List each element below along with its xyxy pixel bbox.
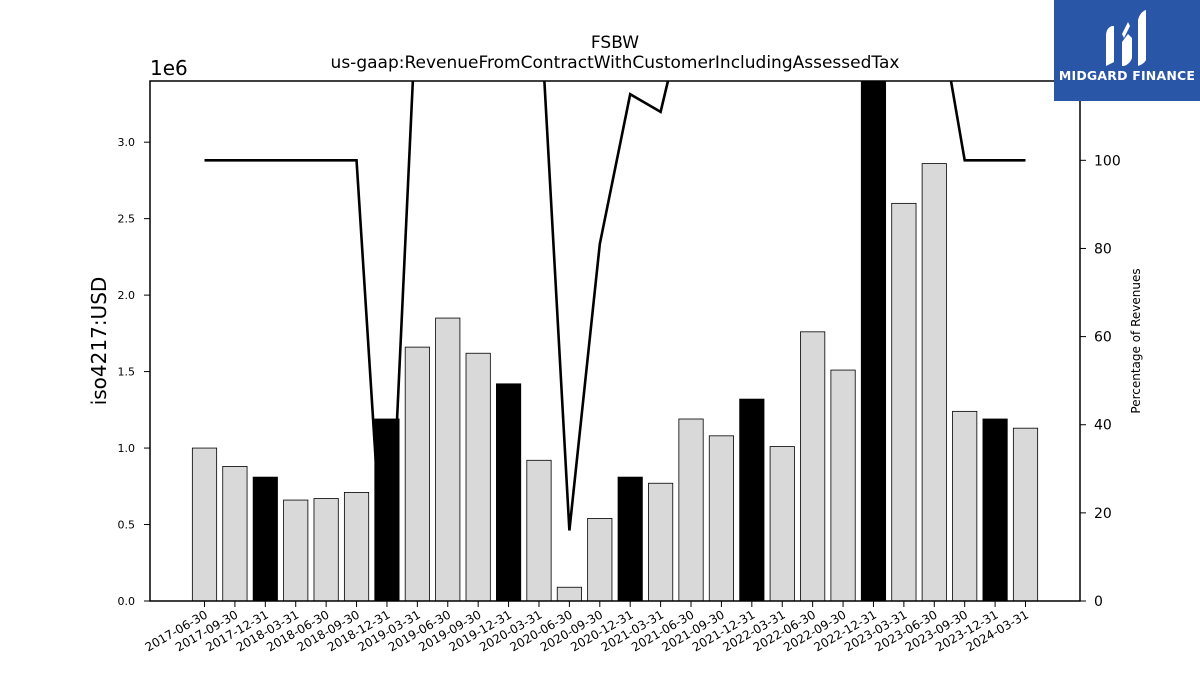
y-right-tick-label: 100 (1094, 153, 1121, 169)
bar-2022-12-31 (860, 81, 887, 601)
y-right-tick-label: 60 (1094, 330, 1112, 346)
bar-2021-03-31 (648, 482, 674, 601)
y-right-tick-label: 0 (1094, 594, 1103, 610)
y-tick-label: 1.5 (118, 366, 136, 379)
bar-2020-12-31 (617, 476, 643, 601)
bar-2023-09-30 (952, 410, 978, 601)
logo-badge: MIDGARD FINANCE (1054, 0, 1200, 101)
line-group (204, 81, 1026, 601)
bar-2018-06-30 (313, 498, 339, 601)
bar-2017-06-30 (191, 447, 218, 601)
bar-2021-06-30 (678, 418, 704, 601)
y-right-tick-label: 20 (1094, 506, 1112, 522)
bars-group (191, 81, 1039, 601)
y-tick-label: 3.0 (118, 136, 136, 149)
bar-2020-03-31 (526, 459, 552, 601)
y-tick-label: 2.0 (118, 289, 136, 302)
y-tick-label: 2.5 (118, 213, 136, 226)
bar-2019-03-31 (404, 346, 430, 601)
bar-2019-06-30 (435, 317, 461, 601)
bar-2020-09-30 (587, 518, 613, 601)
bar-2023-06-30 (921, 163, 947, 601)
bar-2017-12-31 (252, 476, 278, 601)
series-line (204, 81, 1026, 601)
bar-2019-09-30 (465, 352, 491, 601)
plot-frame (149, 80, 1081, 602)
chart-subtitle: us-gaap:RevenueFromContractWithCustomerI… (331, 53, 900, 73)
bar-2022-06-30 (800, 331, 826, 601)
bar-2021-12-31 (739, 398, 765, 601)
bar-2019-12-31 (496, 383, 522, 601)
bar-2021-09-30 (708, 435, 734, 601)
bar-2022-03-31 (769, 446, 795, 601)
y-multiplier-label: 1e6 (150, 56, 188, 80)
y-tick-label: 1.0 (118, 442, 136, 455)
bar-2020-06-30 (556, 586, 582, 601)
bar-2018-09-30 (343, 492, 370, 601)
y-tick-label: 0.0 (118, 595, 136, 608)
logo-text: MIDGARD FINANCE (1058, 68, 1196, 83)
y-right-tick-label: 80 (1094, 241, 1112, 257)
chart-title: FSBW (591, 33, 639, 53)
y-right-axis-label: Percentage of Revenues (1129, 268, 1143, 413)
y-right-tick-label: 40 (1094, 418, 1112, 434)
bar-2022-09-30 (830, 369, 856, 601)
logo-mark-icon (1106, 10, 1146, 66)
bar-2024-03-31 (1012, 427, 1039, 601)
bar-2018-03-31 (283, 499, 309, 601)
bar-2017-09-30 (222, 466, 248, 601)
y-tick-label: 0.5 (118, 519, 136, 532)
bar-2023-12-31 (982, 418, 1008, 601)
y-axis-label: iso4217:USD (87, 277, 111, 406)
bar-2023-03-31 (891, 202, 917, 601)
